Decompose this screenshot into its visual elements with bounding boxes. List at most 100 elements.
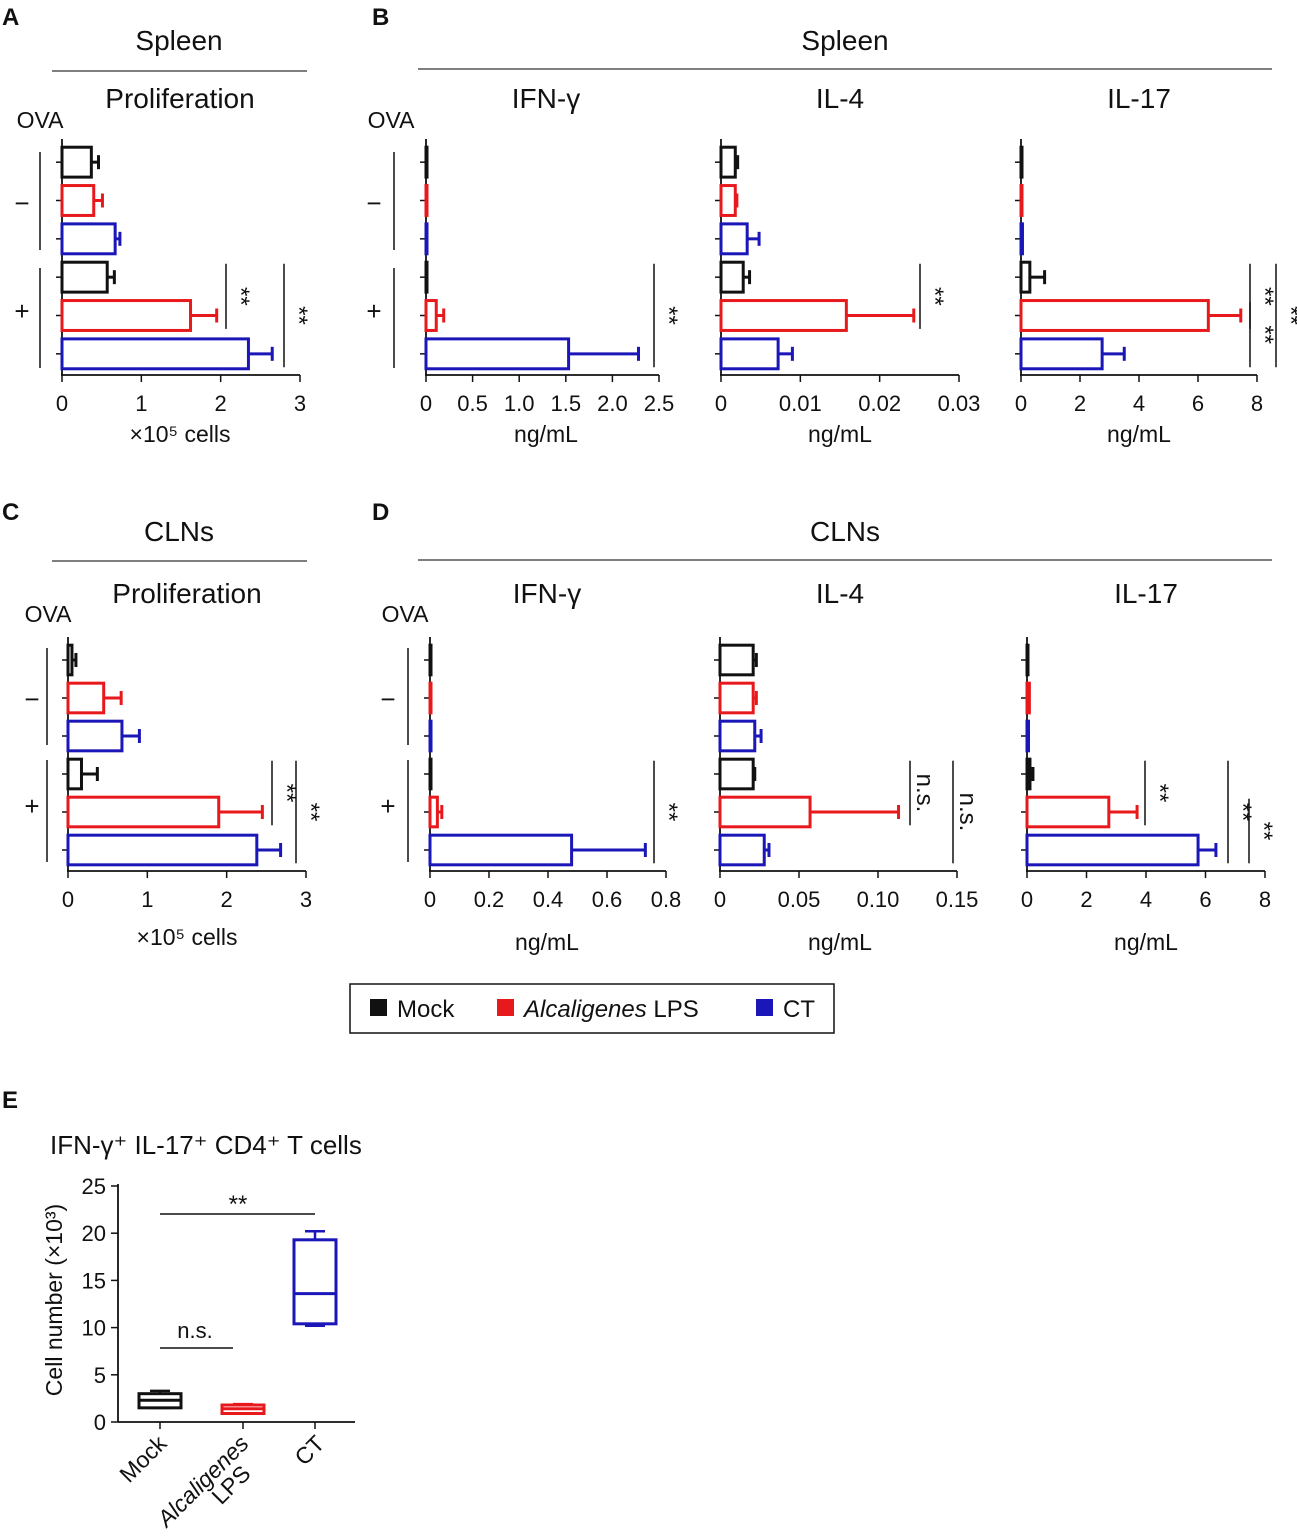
bar <box>718 757 755 791</box>
bar <box>1025 757 1032 791</box>
x-tick-label: 3 <box>300 887 312 912</box>
ova-plus-label-d: + <box>380 791 395 821</box>
subtitle: IFN-γ <box>513 578 581 609</box>
ova-minus-label-d: − <box>380 684 395 714</box>
legend-label-lps-rest: LPS <box>647 996 699 1023</box>
significance-label: ** <box>1277 306 1297 325</box>
significance-label: ** <box>1146 784 1173 803</box>
x-tick-label: 1.5 <box>551 391 582 416</box>
x-tick-label: 0 <box>714 887 726 912</box>
x-tick-label: 0.8 <box>651 887 682 912</box>
bar <box>66 757 83 791</box>
y-tick-label: 20 <box>82 1221 106 1246</box>
x-tick-label: 6 <box>1199 887 1211 912</box>
bar <box>1025 795 1111 829</box>
chart-b-il17-spleen: IL-170 2 4 6 8ng/mL****** <box>1015 83 1297 447</box>
x-tick-label: 0.05 <box>778 887 821 912</box>
x-tick-label: 0.02 <box>858 391 901 416</box>
x-tick-label: 0.2 <box>474 887 505 912</box>
bar <box>66 833 259 867</box>
bar <box>718 643 755 677</box>
y-tick-label: 0 <box>94 1410 106 1435</box>
significance-label: ** <box>297 803 324 822</box>
bar <box>719 337 780 371</box>
significance-label: ** <box>1251 287 1278 306</box>
bar <box>1019 184 1024 217</box>
x-axis-label: ng/mL <box>514 421 578 447</box>
x-tick-label: 3 <box>294 391 306 416</box>
bar <box>60 222 117 256</box>
significance-label: ** <box>655 306 682 325</box>
chart-d-il4-clns: IL-4 0 0.05 0.10 0.15 ng/mL n.s. n.s. <box>714 578 981 955</box>
bar <box>719 299 848 332</box>
significance-label: n.s. <box>911 774 938 813</box>
ova-label-a: OVA <box>17 107 65 133</box>
bar <box>424 337 571 371</box>
bar <box>428 681 433 715</box>
x-tick-label: 2.0 <box>597 391 628 416</box>
x-tick-label: 2 <box>1074 391 1086 416</box>
bar <box>66 795 221 829</box>
significance-label: ** <box>1251 325 1278 344</box>
x-tick-label: 1.0 <box>504 391 535 416</box>
bar <box>66 681 106 715</box>
bar <box>424 260 429 294</box>
subtitle: IL-4 <box>816 83 864 114</box>
x-tick-label-ct: CT <box>289 1430 329 1470</box>
significance-label: ** <box>285 306 312 325</box>
legend-swatch-lps <box>497 999 514 1016</box>
x-tick-label: 0 <box>1021 887 1033 912</box>
group-title-b: Spleen <box>801 25 888 56</box>
x-axis-label: ng/mL <box>1114 929 1178 955</box>
subtitle: IL-17 <box>1107 83 1171 114</box>
panel-label-c: C <box>2 499 19 526</box>
x-axis-label: ×10⁵ cells <box>130 421 231 447</box>
ova-minus-label-b: − <box>366 188 381 218</box>
bar <box>60 145 93 179</box>
bar <box>60 299 193 332</box>
x-tick-label: 0.5 <box>457 391 488 416</box>
x-tick-label: 8 <box>1259 887 1271 912</box>
x-axis-label: ng/mL <box>515 929 579 955</box>
bar <box>66 643 74 677</box>
x-tick-label: 4 <box>1140 887 1152 912</box>
x-tick-label: 2 <box>215 391 227 416</box>
y-tick-label: 5 <box>94 1363 106 1388</box>
panel-label-d: D <box>372 499 389 526</box>
x-tick-label: 6 <box>1192 391 1204 416</box>
x-tick-label: 0.10 <box>857 887 900 912</box>
x-tick-label: 2 <box>1080 887 1092 912</box>
chart-a-proliferation-spleen: Proliferation 0 1 2 3 ×10⁵ cells ** ** <box>56 83 312 447</box>
bar <box>1025 833 1200 867</box>
significance-label: ** <box>273 784 300 803</box>
x-tick-label: 0.15 <box>936 887 979 912</box>
bar <box>718 719 757 753</box>
y-axis-label: Cell number (×10³) <box>41 1204 67 1396</box>
bar <box>718 795 812 829</box>
bar <box>1019 145 1024 179</box>
x-tick-label: 8 <box>1251 391 1263 416</box>
significance-label: ** <box>227 287 254 306</box>
box <box>292 1238 338 1326</box>
group-title-c: CLNs <box>144 516 214 547</box>
legend-label-mock: Mock <box>397 996 455 1023</box>
x-tick-label: 0.4 <box>533 887 564 912</box>
y-tick-label: 10 <box>82 1316 106 1341</box>
x-tick-label: 1 <box>141 887 153 912</box>
legend: Mock Alcaligenes LPS CT <box>349 983 835 1034</box>
ova-plus-label-c: + <box>24 791 39 821</box>
panel-label-a: A <box>2 4 19 31</box>
x-tick-label: 0 <box>56 391 68 416</box>
legend-swatch-mock <box>370 999 387 1016</box>
bar <box>424 184 429 217</box>
bar <box>428 719 433 753</box>
ova-label-b: OVA <box>368 107 416 133</box>
x-tick-label: 0.03 <box>938 391 981 416</box>
x-tick-label: 4 <box>1133 391 1145 416</box>
bar <box>424 222 429 256</box>
y-tick-label: 25 <box>82 1174 106 1199</box>
legend-label-ct: CT <box>783 996 815 1023</box>
significance-label: n.s. <box>177 1318 212 1343</box>
x-tick-label: 0.6 <box>592 887 623 912</box>
